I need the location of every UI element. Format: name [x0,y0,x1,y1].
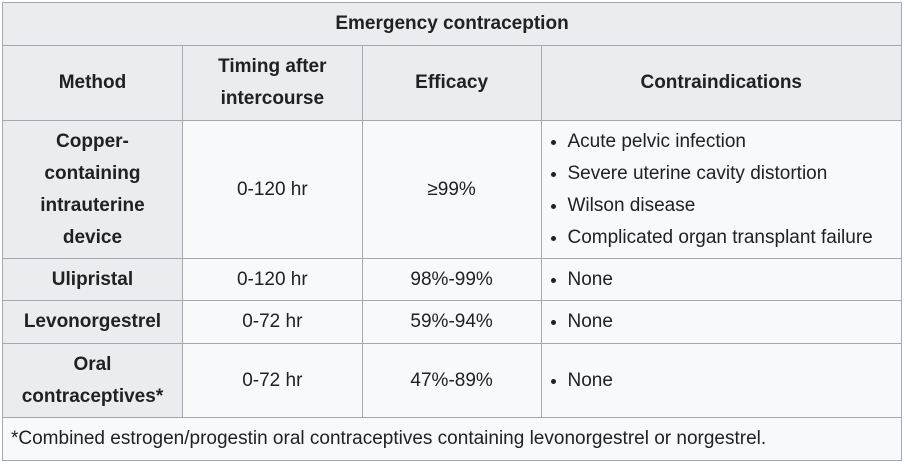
row-timing: 0-120 hr [181,258,363,301]
row-timing: 0-72 hr [181,300,363,344]
table-row: Oral contraceptives* 0-72 hr 47%-89% Non… [2,343,902,418]
contraindication-list: None [550,264,894,296]
row-method: Ulipristal [2,258,183,301]
emergency-contraception-table: Emergency contraception Method Timing af… [2,2,902,461]
contraindication-item: Severe uterine cavity distortion [568,158,894,190]
table-row: Copper-containing intrauterine device 0-… [2,120,902,259]
table-caption: Emergency contraception [2,2,902,46]
row-efficacy: 59%-94% [361,300,542,344]
contraindication-item: None [568,264,894,296]
row-efficacy: 98%-99% [361,258,542,301]
row-method: Oral contraceptives* [2,343,183,418]
row-contraindications: None [540,258,902,301]
contraindication-item: Complicated organ transplant failure [568,222,894,254]
table-row: Ulipristal 0-120 hr 98%-99% None [2,258,902,301]
contraindication-item: None [568,306,894,338]
row-efficacy: 47%-89% [361,343,542,418]
header-timing: Timing after intercourse [181,45,363,121]
contraindication-list: None [550,365,894,397]
contraindication-item: None [568,365,894,397]
row-method: Levonorgestrel [2,300,183,344]
contraindication-item: Acute pelvic infection [568,126,894,158]
row-efficacy: ≥99% [361,120,542,259]
contraindication-list: Acute pelvic infection Severe uterine ca… [550,126,894,254]
row-method: Copper-containing intrauterine device [2,120,183,259]
contraindication-item: Wilson disease [568,190,894,222]
row-timing: 0-120 hr [181,120,363,259]
row-contraindications: Acute pelvic infection Severe uterine ca… [540,120,902,259]
row-contraindications: None [540,343,902,418]
table-row: Levonorgestrel 0-72 hr 59%-94% None [2,300,902,344]
row-contraindications: None [540,300,902,344]
header-method: Method [2,45,183,121]
header-efficacy: Efficacy [361,45,542,121]
contraindication-list: None [550,306,894,338]
header-contraindications: Contraindications [540,45,902,121]
table-footnote: *Combined estrogen/progestin oral contra… [2,417,902,461]
row-timing: 0-72 hr [181,343,363,418]
